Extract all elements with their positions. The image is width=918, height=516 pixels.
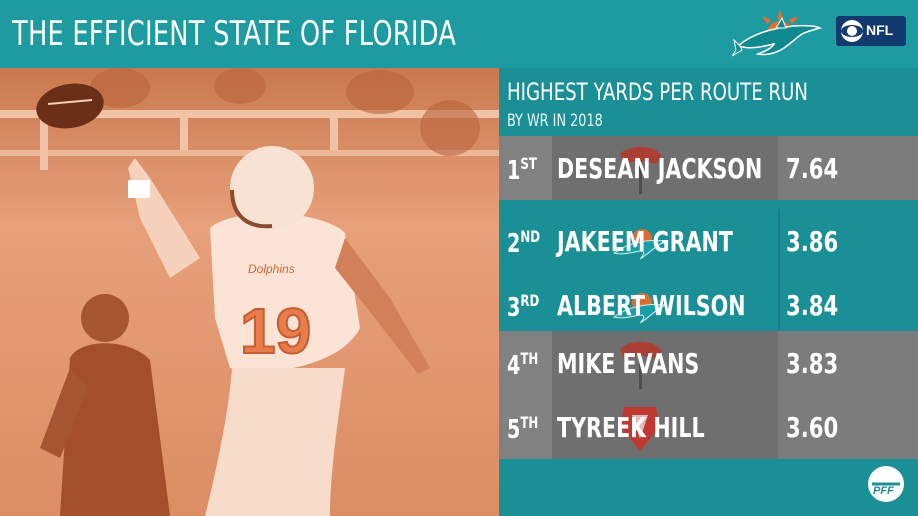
ranking-row: 3RD ALBERT WILSON 3.84 bbox=[499, 273, 918, 337]
network-badge: NFL bbox=[836, 16, 906, 46]
name-cell: JAKEEM GRANT bbox=[552, 209, 778, 273]
nfl-label: NFL bbox=[866, 22, 894, 38]
chiefs-logo-icon bbox=[620, 407, 660, 451]
rank-cell: 5TH bbox=[499, 395, 552, 459]
rank-cell: 3RD bbox=[499, 273, 552, 337]
rank-label: 2ND bbox=[507, 227, 541, 259]
rank-label: 1ST bbox=[507, 154, 537, 186]
player-name: ALBERT WILSON bbox=[557, 289, 746, 322]
rank-label: 5TH bbox=[507, 413, 539, 445]
ranking-row: 4TH MIKE EVANS 3.83 bbox=[499, 331, 918, 395]
page-title: THE EFFICIENT STATE OF FLORIDA bbox=[12, 14, 457, 54]
jersey-number: 19 bbox=[240, 295, 311, 367]
name-cell: ALBERT WILSON bbox=[552, 273, 778, 337]
panel-subtitle: BY WR IN 2018 bbox=[507, 111, 603, 131]
value-cell: 3.86 bbox=[778, 209, 918, 273]
ranking-row: 2ND JAKEEM GRANT 3.86 bbox=[499, 209, 918, 273]
stats-panel: HIGHEST YARDS PER ROUTE RUN BY WR IN 201… bbox=[499, 68, 918, 516]
value-cell: 7.64 bbox=[778, 136, 918, 200]
cbs-eye-icon bbox=[841, 20, 863, 42]
player-name: MIKE EVANS bbox=[557, 347, 700, 380]
name-cell: TYREEK HILL bbox=[552, 395, 778, 459]
miami-dolphins-logo-icon bbox=[732, 10, 822, 57]
value-cell: 3.83 bbox=[778, 331, 918, 395]
pff-logo-icon: PFF bbox=[868, 466, 904, 502]
name-cell: DESEAN JACKSON bbox=[552, 136, 778, 200]
yprr-value: 3.60 bbox=[786, 411, 839, 444]
rank-cell: 2ND bbox=[499, 209, 552, 273]
name-cell: MIKE EVANS bbox=[552, 331, 778, 395]
rank-label: 4TH bbox=[507, 349, 539, 381]
rank-label: 3RD bbox=[507, 291, 540, 323]
player-name: DESEAN JACKSON bbox=[557, 152, 763, 185]
dolphins-logo-icon bbox=[612, 293, 667, 324]
header-bar: THE EFFICIENT STATE OF FLORIDA NFL bbox=[0, 0, 918, 68]
yprr-value: 7.64 bbox=[786, 152, 839, 185]
ranking-row: 5TH TYREEK HILL 3.60 bbox=[499, 395, 918, 459]
dolphins-logo-icon bbox=[612, 229, 667, 260]
ranking-row: 1ST DESEAN JACKSON 7.64 bbox=[499, 136, 918, 200]
panel-title: HIGHEST YARDS PER ROUTE RUN bbox=[507, 78, 808, 106]
buccaneers-logo-icon bbox=[620, 341, 662, 389]
svg-text:PFF: PFF bbox=[873, 485, 894, 497]
yprr-value: 3.86 bbox=[786, 225, 839, 258]
yprr-value: 3.84 bbox=[786, 289, 839, 322]
player-name: TYREEK HILL bbox=[557, 411, 705, 444]
rank-cell: 4TH bbox=[499, 331, 552, 395]
yprr-value: 3.83 bbox=[786, 347, 839, 380]
player-photo-illustration: 19 Dolphins bbox=[0, 68, 499, 516]
value-cell: 3.84 bbox=[778, 273, 918, 337]
player-name: JAKEEM GRANT bbox=[557, 225, 733, 258]
rank-cell: 1ST bbox=[499, 136, 552, 200]
buccaneers-logo-icon bbox=[620, 146, 662, 194]
hero-photo: 19 Dolphins bbox=[0, 68, 499, 516]
jersey-text: Dolphins bbox=[248, 262, 295, 276]
value-cell: 3.60 bbox=[778, 395, 918, 459]
